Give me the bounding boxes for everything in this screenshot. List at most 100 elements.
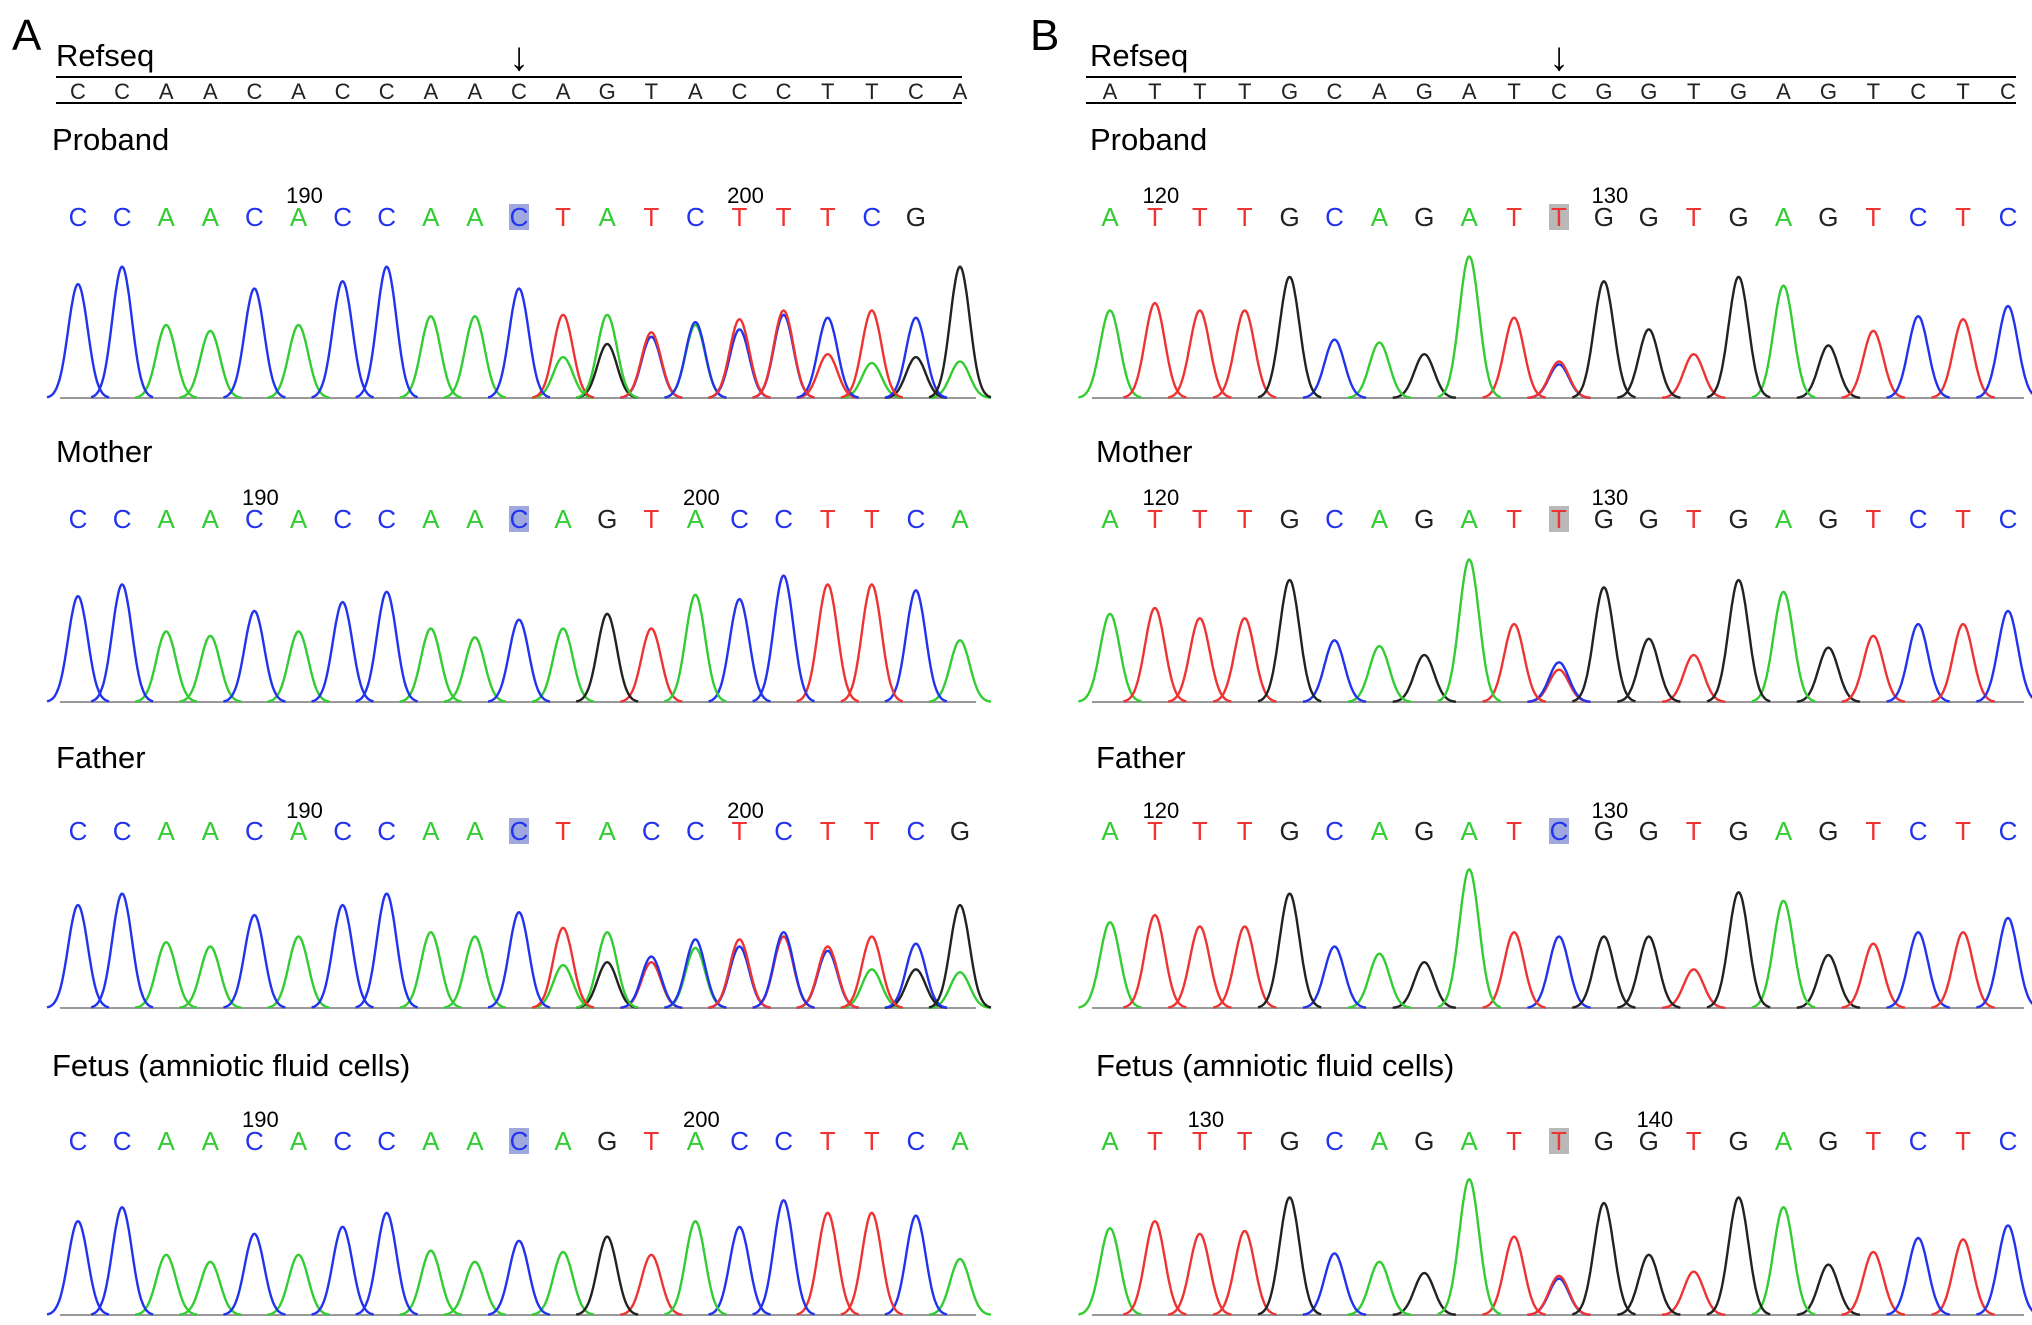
peak-A <box>267 630 330 703</box>
position-label: 190 <box>242 1107 279 1132</box>
refseq-base: C <box>114 79 130 104</box>
peak-C <box>46 1220 110 1316</box>
base-call: T <box>1955 202 1971 232</box>
base-call: C <box>510 1126 529 1156</box>
base-call: A <box>599 202 617 232</box>
base-call: C <box>377 1126 396 1156</box>
peak-T <box>840 583 904 703</box>
base-call: C <box>510 816 529 846</box>
base-call: A <box>158 816 176 846</box>
variant-highlight <box>1549 818 1569 844</box>
base-call: C <box>333 816 352 846</box>
refseq-base: A <box>423 79 438 104</box>
peak-C <box>752 574 815 703</box>
base-call: C <box>642 816 661 846</box>
peak-G <box>1706 891 1771 1009</box>
peak-T <box>840 935 904 1009</box>
peak-A <box>1347 1260 1412 1316</box>
base-call: T <box>1147 816 1163 846</box>
refseq-base: T <box>1238 79 1251 104</box>
refseq-base: G <box>1595 79 1612 104</box>
base-call: G <box>1818 1126 1838 1156</box>
peak-C <box>46 282 110 399</box>
peak-A <box>399 627 463 703</box>
base-call: T <box>820 504 836 534</box>
base-call: C <box>1909 1126 1928 1156</box>
base-call: C <box>69 202 88 232</box>
peak-T <box>796 583 860 703</box>
base-call: G <box>1818 202 1838 232</box>
base-call: C <box>377 816 396 846</box>
variant-highlight <box>509 506 529 532</box>
base-call: A <box>290 202 308 232</box>
refseq-base: A <box>1462 79 1477 104</box>
peak-A <box>399 931 462 1009</box>
base-call: C <box>1550 816 1569 846</box>
peak-A <box>1751 590 1816 703</box>
base-call: G <box>1414 816 1434 846</box>
base-call: A <box>554 504 572 534</box>
base-call: G <box>1639 202 1659 232</box>
peak-C <box>355 590 418 703</box>
peak-G <box>928 265 992 399</box>
base-call: A <box>1101 816 1119 846</box>
base-call: A <box>202 202 220 232</box>
peak-C <box>1976 916 2032 1009</box>
peak-G <box>1572 935 1636 1009</box>
base-call: T <box>1551 1126 1567 1156</box>
peak-T <box>1212 925 1277 1009</box>
sample-label: Father <box>1096 740 1186 775</box>
base-call: G <box>597 504 617 534</box>
base-call: A <box>158 1126 176 1156</box>
base-call: A <box>422 504 440 534</box>
base-call: G <box>597 1126 617 1156</box>
base-call: C <box>774 1126 793 1156</box>
peak-A <box>1437 255 1502 399</box>
base-call: C <box>510 202 529 232</box>
base-call: T <box>1192 816 1208 846</box>
peak-G <box>1571 586 1636 703</box>
base-call: A <box>290 1126 308 1156</box>
refseq-base: A <box>468 79 483 104</box>
peak-C <box>752 1199 815 1316</box>
base-call: G <box>1594 504 1614 534</box>
peak-C <box>708 1225 771 1316</box>
base-call: T <box>1237 202 1253 232</box>
base-call: A <box>1371 504 1389 534</box>
peak-G <box>1257 1196 1322 1316</box>
refseq-base: C <box>776 79 792 104</box>
base-call: A <box>951 504 969 534</box>
base-call: T <box>1551 202 1567 232</box>
peak-A <box>531 627 595 703</box>
base-call: G <box>950 816 970 846</box>
peak-C <box>487 287 551 399</box>
peak-G <box>1257 275 1322 399</box>
base-call: C <box>730 1126 749 1156</box>
peak-G <box>928 903 992 1009</box>
peak-T <box>1212 617 1277 703</box>
base-call: C <box>730 504 749 534</box>
peak-A <box>1078 309 1142 399</box>
peak-A <box>1437 868 1502 1009</box>
peak-T <box>531 926 595 1009</box>
sample-label: Mother <box>56 434 152 469</box>
base-call: G <box>1414 202 1434 232</box>
peak-A <box>1347 952 1412 1009</box>
peak-C <box>1886 315 1951 399</box>
variant-highlight <box>509 204 529 230</box>
base-call: T <box>1506 504 1522 534</box>
base-call: T <box>864 1126 880 1156</box>
peak-A <box>179 1260 242 1316</box>
peak-C <box>46 595 110 703</box>
position-label: 200 <box>727 183 764 208</box>
base-call: A <box>1775 504 1793 534</box>
base-call: G <box>1818 504 1838 534</box>
base-call: G <box>1639 504 1659 534</box>
base-call: T <box>1192 1126 1208 1156</box>
base-call: T <box>1192 202 1208 232</box>
peak-C <box>1976 1224 2032 1316</box>
peak-T <box>1167 617 1232 703</box>
peak-C <box>355 892 419 1009</box>
